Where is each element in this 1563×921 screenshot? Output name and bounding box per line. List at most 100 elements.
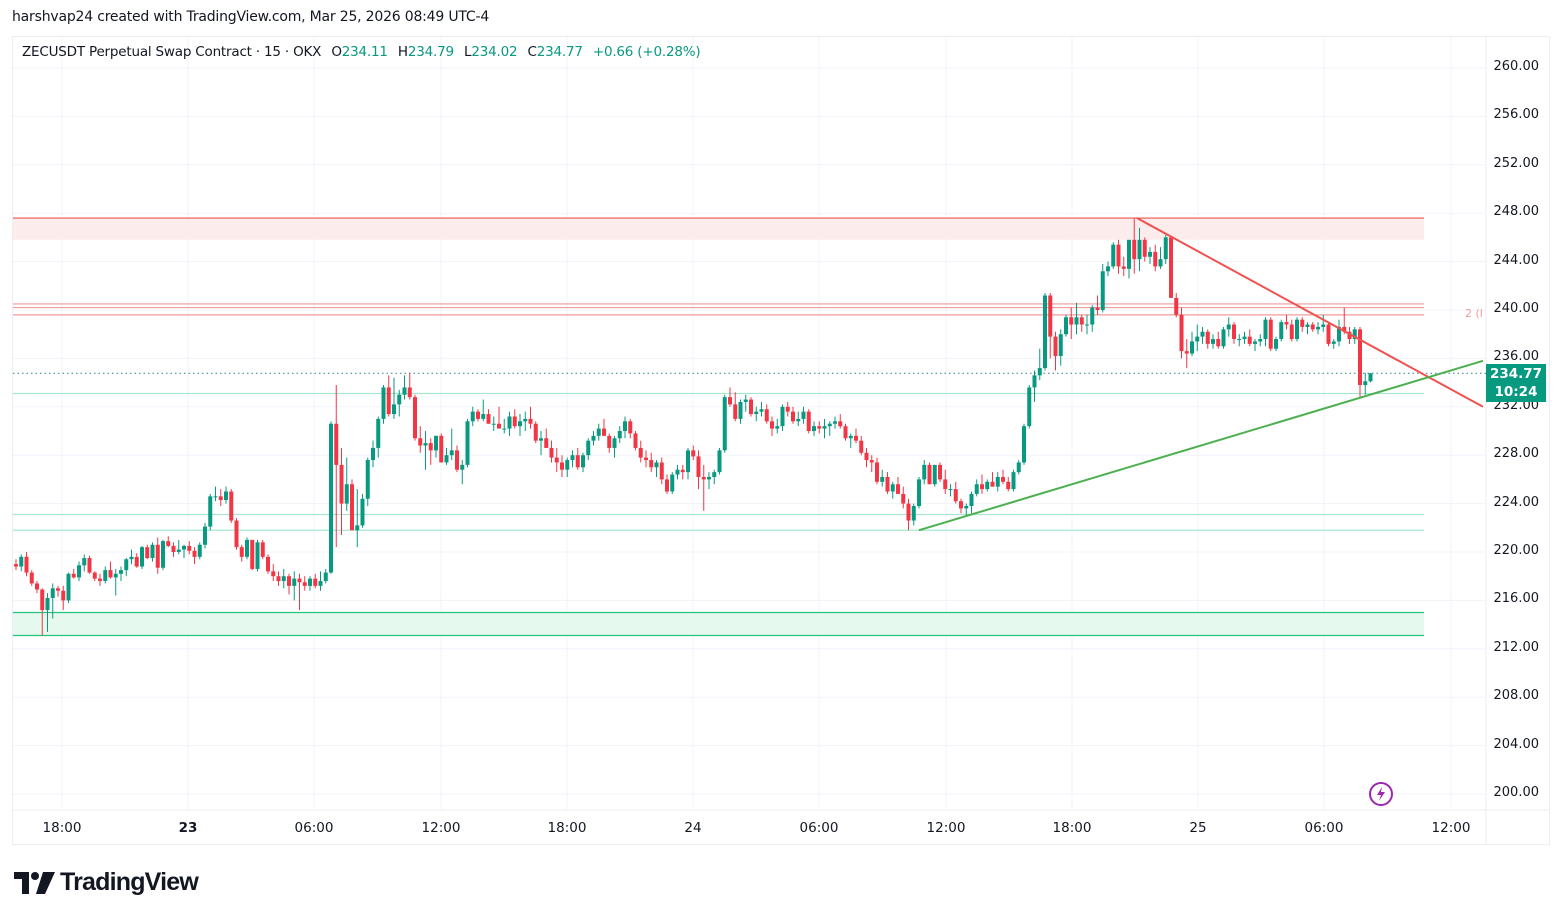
candle-body	[245, 539, 249, 557]
candle-body	[491, 423, 496, 425]
candle-body	[350, 484, 354, 531]
candle-body	[1205, 331, 1210, 344]
open-label: O	[331, 44, 342, 60]
price-tick-label: 260.00	[1493, 59, 1540, 74]
candle-body	[24, 556, 29, 573]
candle-body	[281, 576, 286, 582]
candle-body	[691, 450, 696, 457]
candle-body	[129, 556, 134, 560]
lightning-icon[interactable]	[1369, 782, 1393, 806]
candle-body	[890, 484, 895, 492]
candle-body	[1163, 237, 1168, 260]
candle-body	[785, 406, 790, 412]
candle-body	[1058, 334, 1063, 356]
candle-body	[1064, 317, 1068, 335]
tradingview-logo[interactable]: TradingView	[14, 868, 199, 897]
candle-body	[40, 589, 45, 611]
candle-body	[71, 573, 76, 578]
candle-body	[376, 418, 381, 448]
candle-body	[560, 462, 564, 470]
time-tick-label: 06:00	[799, 820, 839, 836]
time-tick-label: 12:00	[421, 820, 461, 836]
candle-body	[1153, 251, 1158, 267]
candle-body	[360, 498, 365, 526]
candle-body	[607, 435, 612, 448]
candle-body	[465, 421, 470, 465]
time-tick-label: 25	[1189, 820, 1207, 836]
candle-body	[413, 397, 417, 439]
chart-frame	[12, 36, 1550, 845]
candle-body	[1085, 324, 1089, 326]
candle-body	[45, 597, 50, 611]
candle-body	[460, 464, 465, 470]
candle-body	[549, 447, 554, 458]
candle-body	[759, 409, 764, 412]
candle-body	[733, 404, 738, 419]
candle-body	[171, 545, 176, 552]
candle-body	[943, 479, 948, 490]
candle-body	[1279, 322, 1284, 340]
candle-body	[722, 397, 727, 451]
candle-body	[1037, 368, 1042, 376]
price-tick-label: 244.00	[1493, 252, 1540, 268]
candle-body	[896, 484, 900, 494]
candle-body	[1316, 326, 1320, 330]
candle-body	[985, 481, 990, 490]
candle-body	[575, 455, 580, 468]
candle-body	[486, 414, 491, 424]
candle-body	[1347, 331, 1352, 340]
price-tick-label: 228.00	[1493, 446, 1540, 462]
time-tick-label: 18:00	[1052, 820, 1092, 836]
candle-body	[292, 578, 297, 586]
candle-body	[381, 387, 386, 419]
candle-body	[213, 496, 218, 498]
candle-body	[712, 472, 717, 477]
price-tick-label: 216.00	[1493, 591, 1540, 607]
candle-body	[938, 464, 942, 480]
candle-body	[355, 525, 360, 531]
candle-body	[203, 526, 207, 545]
descending-resistance	[1136, 217, 1484, 408]
candle-body	[880, 476, 885, 482]
candle-body	[932, 464, 937, 485]
candle-body	[775, 426, 780, 429]
candle-body	[1331, 341, 1336, 344]
candle-body	[224, 491, 228, 500]
candle-body	[1184, 351, 1189, 354]
candle-body	[19, 556, 24, 567]
ascending-support	[918, 359, 1484, 532]
candle-body	[365, 460, 370, 499]
candle-body	[449, 450, 454, 456]
symbol-name[interactable]: ZECUSDT Perpetual Swap Contract · 15 · O…	[22, 44, 322, 60]
candle-body	[917, 479, 921, 507]
candle-body	[397, 394, 402, 405]
low-label: L	[463, 44, 472, 60]
candle-body	[423, 443, 428, 446]
candle-body	[885, 476, 890, 492]
close-label: C	[527, 44, 537, 60]
candle-body	[764, 409, 769, 422]
candle-body	[539, 438, 543, 441]
candle-body	[339, 464, 344, 504]
candle-body	[313, 578, 318, 586]
time-tick-label: 18:00	[547, 820, 587, 836]
candle-body	[260, 542, 265, 557]
candle-body	[266, 556, 270, 572]
candle-body	[1326, 324, 1331, 344]
candle-body	[386, 387, 391, 415]
candle-body	[134, 556, 139, 567]
candle-body	[98, 578, 102, 582]
candle-body	[1226, 324, 1231, 330]
time-tick-label: 12:00	[926, 820, 966, 836]
candle-body	[1169, 237, 1173, 298]
candle-body	[969, 493, 974, 507]
drawing-label: 2 (l	[1465, 307, 1483, 320]
candle-body	[754, 411, 759, 415]
candle-body	[974, 484, 979, 494]
candle-body	[612, 438, 617, 448]
price-tick-label: 212.00	[1493, 639, 1540, 655]
candle-body	[1258, 339, 1263, 342]
price-tick-label: 224.00	[1493, 494, 1540, 510]
candle-body	[444, 455, 449, 463]
